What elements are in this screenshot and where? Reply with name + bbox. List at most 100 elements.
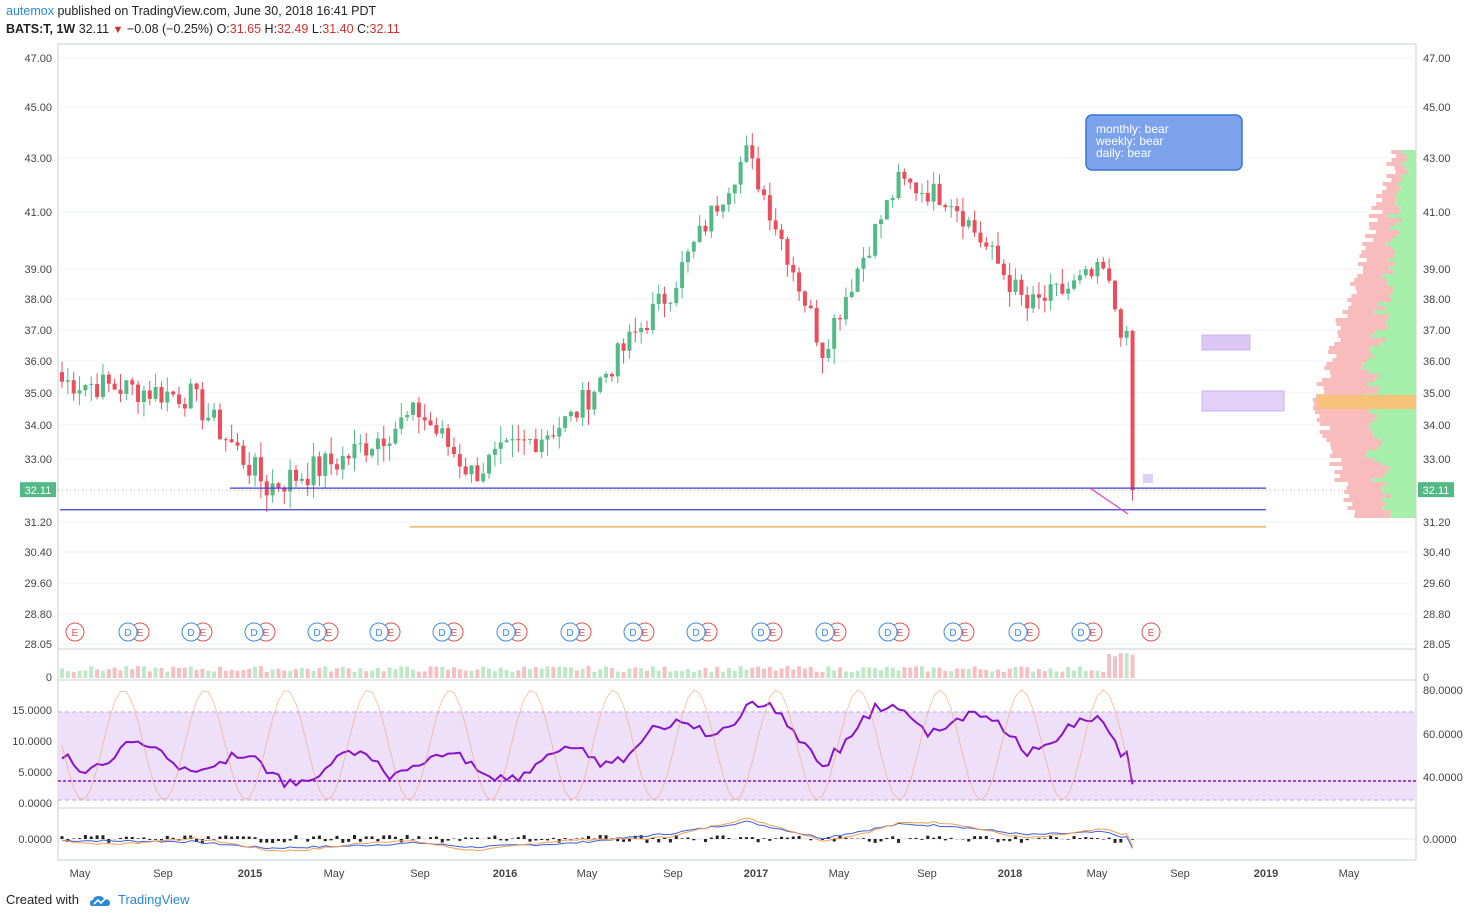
candle-body [721,204,726,212]
profile-bar-up [1401,150,1416,154]
zone-boxes [1143,334,1285,483]
macd-hist-bar [1025,839,1029,841]
price-tick-label: 34.00 [24,420,52,432]
bias-note[interactable]: monthly: bear weekly: bear daily: bear [1085,114,1243,171]
volume-bar [545,666,550,678]
volume-bar [586,666,591,678]
earnings-marker-label: E [137,628,144,639]
profile-bar-up [1385,306,1416,310]
volume-bar [680,671,685,678]
earnings-marker-label: E [962,628,969,639]
stoch-k-line [61,689,1133,801]
macd-hist-bar [978,836,982,839]
candle-body [428,420,433,426]
candle-body [990,245,995,247]
last-price-tag-right [1418,482,1454,498]
earnings-marker-label: E [200,628,207,639]
profile-bar-down [1340,338,1387,342]
candle-body [715,205,720,212]
price-tick-label: 39.00 [24,264,52,276]
earnings-marker-label: E [834,628,841,639]
author-link[interactable]: autemox [6,4,54,18]
candle-body [879,219,883,225]
macd-hist-bar [464,837,468,839]
dividend-marker [686,622,706,642]
zone-box [1201,390,1285,412]
candle-body [890,198,895,201]
macd-hist-bar [1131,839,1135,840]
candle-body [370,449,375,456]
candle-body [528,438,532,440]
profile-bar-up [1372,430,1416,434]
macd-hist-bar [218,836,222,839]
volume-bar [1048,668,1053,678]
volume-bar [662,666,667,678]
profile-bar-up [1369,426,1416,430]
candle-body [972,220,977,233]
macd-hist-bar [335,835,339,839]
macd-hist-bar [645,839,649,843]
profile-bar-down [1357,274,1383,278]
macd-hist-bar [838,836,842,839]
tradingview-link[interactable]: TradingView [118,892,190,907]
dividend-marker [1008,622,1028,642]
candle-body [960,211,965,227]
candle-body [1095,261,1100,277]
macd-hist-bar [797,835,801,839]
macd-hist-bar [1043,838,1047,839]
profile-bar-down [1371,206,1401,210]
dividend-marker-label: D [375,628,382,639]
price-tick-label: 43.00 [1423,153,1451,165]
macd-hist-bar [282,839,286,843]
profile-bar-down [1365,246,1392,250]
volume-bar [387,667,392,678]
symbol-label[interactable]: BATS:T, 1W [6,22,76,36]
candle-body [282,488,287,492]
volume-bar [1077,666,1082,678]
price-tick-label: 36.00 [1423,356,1451,368]
macd-hist-bar [124,836,128,839]
volume-bar [580,668,585,678]
volume-bar [141,666,146,678]
earnings-marker-label: E [1027,628,1034,639]
earnings-marker-label: E [1148,628,1155,639]
volume-bar [200,668,205,678]
macd-pane[interactable] [57,807,1417,861]
volume-bar [352,671,357,678]
macd-hist-bar [388,835,392,839]
profile-bar-up [1383,474,1416,478]
volume-bar [873,667,878,678]
macd-hist-bar [715,835,719,839]
candle-body [130,380,135,385]
profile-bar-up [1374,310,1416,314]
price-tick-label: 37.00 [1423,325,1451,337]
profile-bar-up [1395,250,1416,254]
profile-bar-down [1326,362,1363,366]
profile-bar-up [1381,462,1416,466]
profile-bar-up [1400,206,1416,210]
volume-bar [639,668,644,678]
volume-bar [1072,670,1077,678]
last-price-tag-left [20,482,56,498]
candle-body [656,293,661,304]
macd-hist-bar [347,839,351,842]
dividend-marker-label: D [187,628,194,639]
profile-bar-down [1369,226,1389,230]
time-axis-label: Sep [663,868,683,880]
profile-bar-up [1369,350,1416,354]
profile-bar-up [1391,238,1416,242]
macd-hist-bar [551,837,555,839]
macd-hist-bar [908,838,912,839]
candle-body [873,224,878,256]
candle-body [71,380,76,394]
profile-bar-up [1387,214,1416,218]
volume-bar [1060,671,1065,678]
macd-hist-bar [756,839,760,843]
macd-hist-bar [528,839,532,842]
profile-bar-down [1357,262,1396,266]
volume-bar [762,668,766,678]
profile-bar-up [1408,170,1416,174]
candle-body [604,373,609,378]
profile-bar-up [1388,226,1416,230]
